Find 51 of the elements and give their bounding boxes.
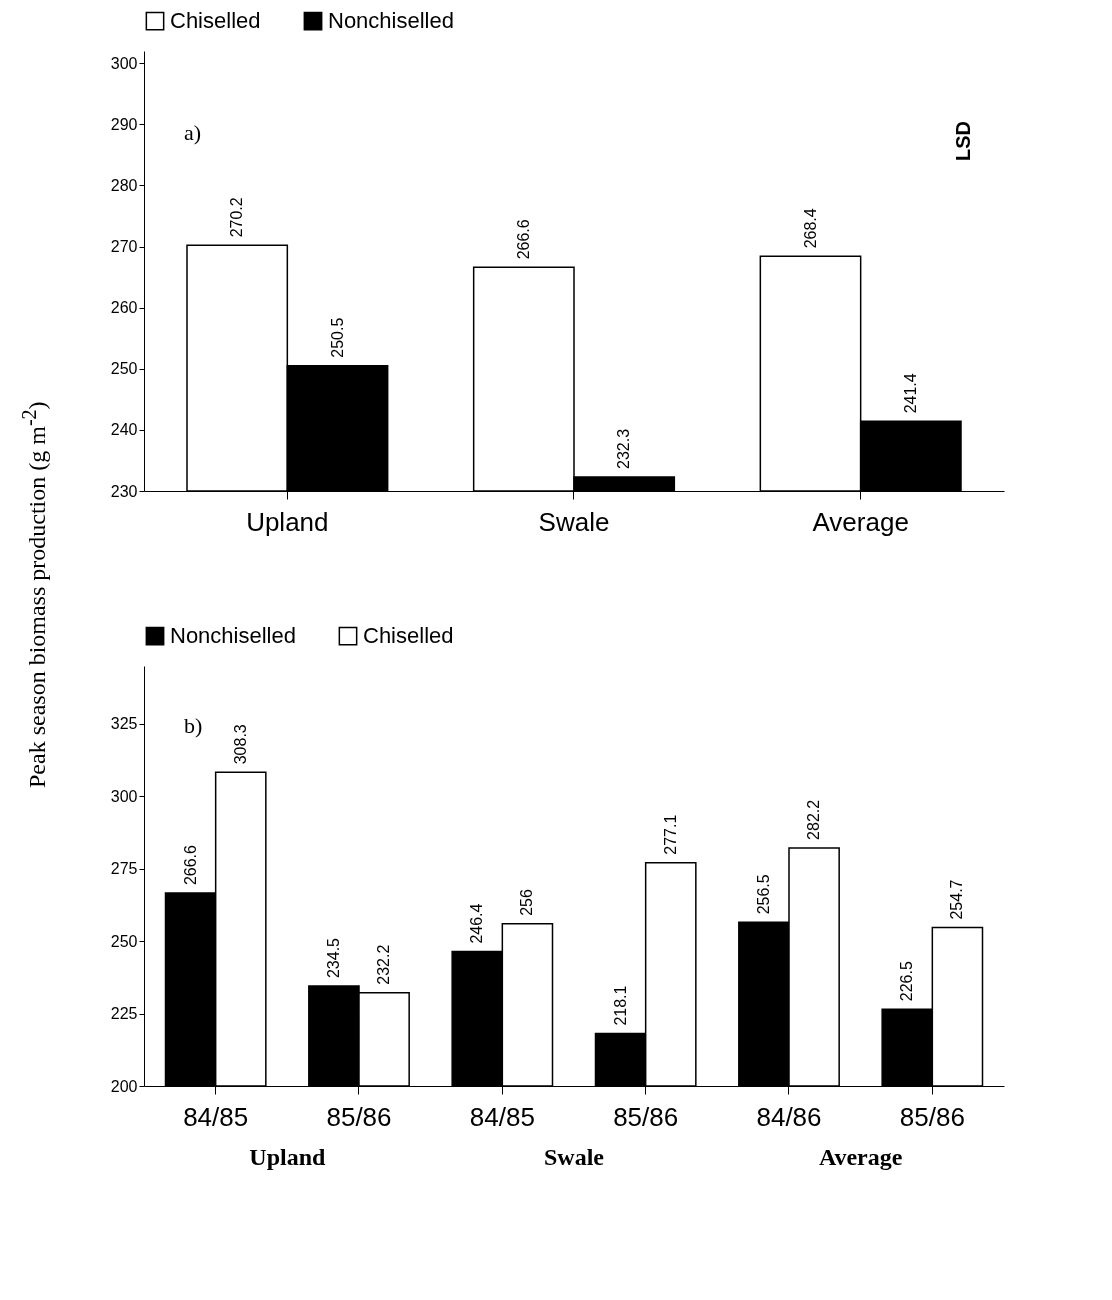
- data-label: 308.3: [231, 724, 249, 765]
- y-tick-label: 225: [110, 1005, 138, 1023]
- x-tick-label: Upland: [246, 506, 329, 537]
- x-tick-label: Average: [812, 506, 909, 537]
- y-tick-label: 325: [110, 715, 138, 733]
- legend-label: Nonchiselled: [170, 623, 296, 649]
- y-tick-label: 270: [110, 238, 138, 256]
- x-tick-label: 84/85: [183, 1101, 249, 1132]
- x-tick-label: 85/86: [899, 1101, 965, 1132]
- annotation: LSD: [952, 121, 974, 161]
- data-label: 256.5: [754, 874, 772, 915]
- data-label: 232.2: [375, 944, 393, 985]
- y-tick-label: 230: [110, 482, 138, 500]
- x-tick-label: 84/86: [756, 1101, 822, 1132]
- legend-label: Chiselled: [363, 623, 454, 649]
- data-label: 256: [518, 889, 536, 916]
- data-label: 246.4: [468, 903, 486, 944]
- data-label: 254.7: [948, 879, 966, 920]
- data-label: 268.4: [801, 208, 819, 249]
- x-tick-label: 85/86: [613, 1101, 679, 1132]
- y-tick-label: 300: [110, 787, 138, 805]
- data-label: 232.3: [615, 428, 633, 469]
- data-label: 241.4: [901, 373, 919, 414]
- y-tick-label: 260: [110, 299, 138, 317]
- annotation: a): [184, 120, 202, 145]
- y-tick-label: 200: [110, 1077, 138, 1095]
- data-label: 277.1: [661, 814, 679, 855]
- data-label: 234.5: [324, 937, 342, 979]
- x-tick-label: Swale: [538, 506, 610, 537]
- y-tick-label: 240: [110, 421, 138, 439]
- y-tick-label: 275: [110, 860, 138, 878]
- data-label: 250.5: [328, 317, 346, 358]
- annotation: b): [184, 713, 203, 738]
- legend-label: Chiselled: [170, 8, 261, 34]
- y-tick-label: 250: [110, 932, 138, 950]
- text: Average: [818, 1144, 903, 1170]
- data-label: 266.6: [514, 219, 532, 260]
- data-label: 270.2: [228, 197, 246, 238]
- legend-label: Nonchiselled: [328, 8, 454, 34]
- y-tick-label: 300: [110, 54, 138, 72]
- data-label: 282.2: [805, 799, 823, 840]
- data-label: 226.5: [898, 961, 916, 1002]
- x-tick-label: 84/85: [469, 1101, 535, 1132]
- data-label: 266.6: [181, 844, 199, 886]
- y-tick-label: 250: [110, 360, 138, 378]
- x-tick-label: 85/86: [326, 1101, 392, 1132]
- text: Upland: [249, 1144, 327, 1170]
- y-tick-label: 280: [110, 176, 138, 194]
- text: Swale: [544, 1144, 605, 1170]
- data-label: 218.1: [611, 985, 629, 1026]
- y-tick-label: 290: [110, 115, 138, 133]
